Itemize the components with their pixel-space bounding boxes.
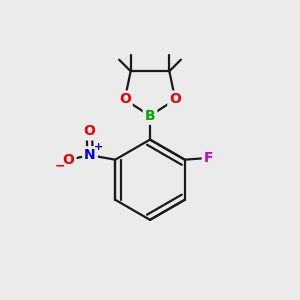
Text: F: F (204, 151, 213, 165)
Text: O: O (83, 124, 95, 138)
Text: −: − (55, 159, 65, 172)
Text: O: O (63, 153, 74, 167)
Text: N: N (84, 148, 96, 162)
Text: O: O (119, 92, 131, 106)
Text: +: + (94, 142, 103, 152)
Text: O: O (169, 92, 181, 106)
Text: B: B (145, 109, 155, 123)
